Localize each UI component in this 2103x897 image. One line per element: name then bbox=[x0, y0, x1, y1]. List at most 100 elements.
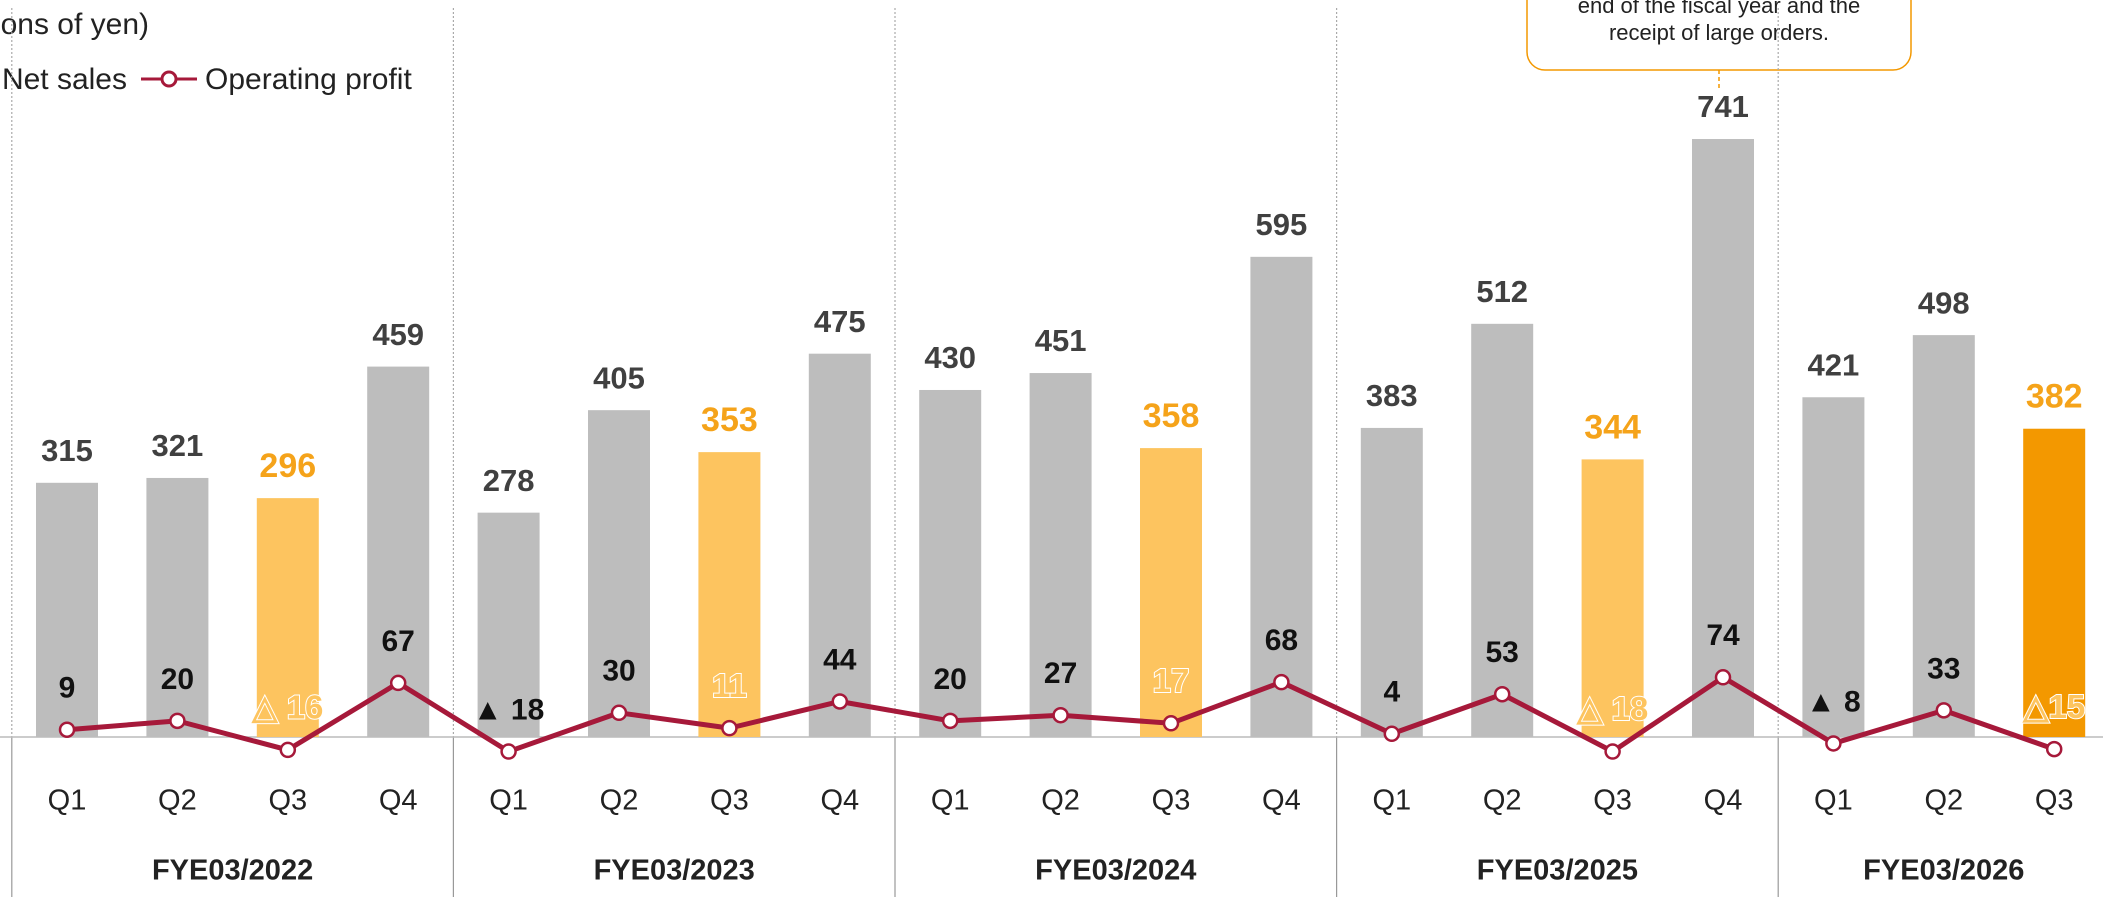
bar bbox=[808, 353, 871, 737]
group-label: FYE03/2026 bbox=[1863, 855, 2024, 887]
bar bbox=[36, 482, 98, 737]
line-value-label: 53 bbox=[1486, 636, 1519, 669]
bar bbox=[1471, 323, 1534, 737]
bar-value-label: 741 bbox=[1697, 89, 1749, 124]
line-value-label: ▲ 8 bbox=[1806, 685, 1861, 718]
line-marker bbox=[721, 719, 738, 737]
bar bbox=[1360, 427, 1423, 737]
bar bbox=[698, 452, 761, 737]
x-tick-label: Q3 bbox=[710, 785, 749, 817]
bar-value-label: 421 bbox=[1808, 347, 1860, 382]
bar-value-label: 296 bbox=[259, 447, 316, 485]
bar bbox=[1802, 397, 1865, 737]
line-value-label: △ 16 bbox=[251, 689, 323, 726]
bar-value-label: 595 bbox=[1256, 207, 1308, 242]
line-value-label: 20 bbox=[934, 663, 967, 696]
line-marker bbox=[1493, 685, 1511, 703]
line-marker bbox=[1935, 702, 1953, 719]
x-tick-label: Q2 bbox=[1041, 785, 1080, 817]
line-value-label: 44 bbox=[823, 643, 857, 676]
bar-value-label: 475 bbox=[814, 304, 866, 339]
bar-value-label: 451 bbox=[1035, 323, 1087, 358]
bar bbox=[477, 512, 540, 737]
line-marker bbox=[1052, 706, 1069, 724]
bar bbox=[256, 498, 319, 737]
bar-value-label: 459 bbox=[372, 317, 424, 352]
line-value-label: 20 bbox=[161, 663, 194, 696]
line-marker bbox=[2045, 740, 2063, 758]
legend-marker bbox=[160, 70, 178, 88]
bar-value-label: 321 bbox=[152, 428, 204, 463]
line-value-label: 30 bbox=[602, 655, 635, 688]
line-marker bbox=[279, 741, 297, 759]
x-tick-label: Q4 bbox=[820, 785, 859, 817]
bar-value-label: 344 bbox=[1584, 408, 1641, 446]
line-value-label: 74 bbox=[1706, 619, 1740, 652]
bar bbox=[146, 477, 209, 737]
group-label: FYE03/2023 bbox=[594, 855, 755, 887]
group-label: FYE03/2024 bbox=[1035, 855, 1196, 887]
line-marker bbox=[1162, 715, 1180, 732]
callout-text: receipt of large orders. bbox=[1609, 20, 1829, 45]
bar-value-label: 383 bbox=[1366, 378, 1418, 413]
bar-value-label: 498 bbox=[1918, 285, 1970, 320]
x-tick-label: Q1 bbox=[931, 785, 970, 817]
bar-value-label: 353 bbox=[701, 401, 758, 439]
line-value-label: ▲ 18 bbox=[473, 693, 544, 726]
x-tick-label: Q3 bbox=[2035, 785, 2074, 817]
line-value-label: 33 bbox=[1927, 652, 1960, 685]
line-value-label: 11 bbox=[712, 667, 747, 704]
legend-label: Operating profit bbox=[205, 63, 412, 96]
line-value-label: 67 bbox=[382, 625, 415, 658]
line-marker bbox=[389, 674, 407, 692]
bar-value-label: 358 bbox=[1143, 397, 1200, 435]
x-tick-label: Q2 bbox=[600, 785, 639, 817]
line-marker bbox=[1825, 735, 1842, 752]
line-marker bbox=[1273, 673, 1290, 691]
bar bbox=[1140, 448, 1202, 737]
x-tick-label: Q2 bbox=[1483, 785, 1522, 817]
line-value-label: 9 bbox=[59, 672, 76, 705]
bar-value-label: 512 bbox=[1476, 274, 1528, 309]
bar bbox=[1692, 139, 1754, 737]
bar-value-label: 382 bbox=[2026, 378, 2083, 416]
line-marker bbox=[500, 743, 517, 760]
group-label: FYE03/2025 bbox=[1477, 855, 1638, 887]
line-marker bbox=[58, 721, 76, 738]
line-marker bbox=[1714, 669, 1732, 686]
x-tick-label: Q4 bbox=[379, 785, 418, 817]
line-value-label: 68 bbox=[1265, 624, 1298, 657]
x-tick-label: Q4 bbox=[1704, 785, 1743, 817]
line-marker bbox=[610, 704, 628, 722]
x-tick-label: Q1 bbox=[48, 785, 87, 817]
line-marker bbox=[831, 693, 849, 710]
line-marker bbox=[941, 712, 959, 730]
bar-value-label: 430 bbox=[924, 340, 976, 375]
line-value-label: 27 bbox=[1044, 657, 1077, 690]
x-tick-label: Q2 bbox=[1924, 785, 1963, 817]
unit-label: (Millions of yen) bbox=[0, 8, 149, 41]
bar bbox=[1581, 459, 1644, 737]
x-tick-label: Q3 bbox=[1152, 785, 1191, 817]
x-tick-label: Q1 bbox=[1814, 785, 1853, 817]
x-tick-label: Q4 bbox=[1262, 785, 1301, 817]
line-value-label: 17 bbox=[1153, 662, 1190, 699]
bar bbox=[1250, 256, 1313, 737]
bar bbox=[2023, 428, 2086, 737]
x-tick-label: Q3 bbox=[1593, 785, 1632, 817]
callout-text: end of the fiscal year and the bbox=[1578, 0, 1861, 18]
bar bbox=[1029, 373, 1092, 737]
line-marker bbox=[1383, 725, 1401, 743]
x-tick-label: Q1 bbox=[1372, 785, 1411, 817]
line-value-label: 4 bbox=[1383, 676, 1400, 709]
x-tick-label: Q2 bbox=[158, 785, 197, 817]
bar bbox=[588, 410, 650, 737]
bar bbox=[919, 389, 982, 737]
line-value-label: △15 bbox=[2022, 688, 2085, 725]
x-tick-label: Q3 bbox=[268, 785, 307, 817]
bar-value-label: 315 bbox=[41, 433, 93, 468]
group-label: FYE03/2022 bbox=[152, 855, 313, 887]
bar bbox=[1912, 335, 1975, 737]
legend-label: Net sales bbox=[2, 63, 127, 96]
